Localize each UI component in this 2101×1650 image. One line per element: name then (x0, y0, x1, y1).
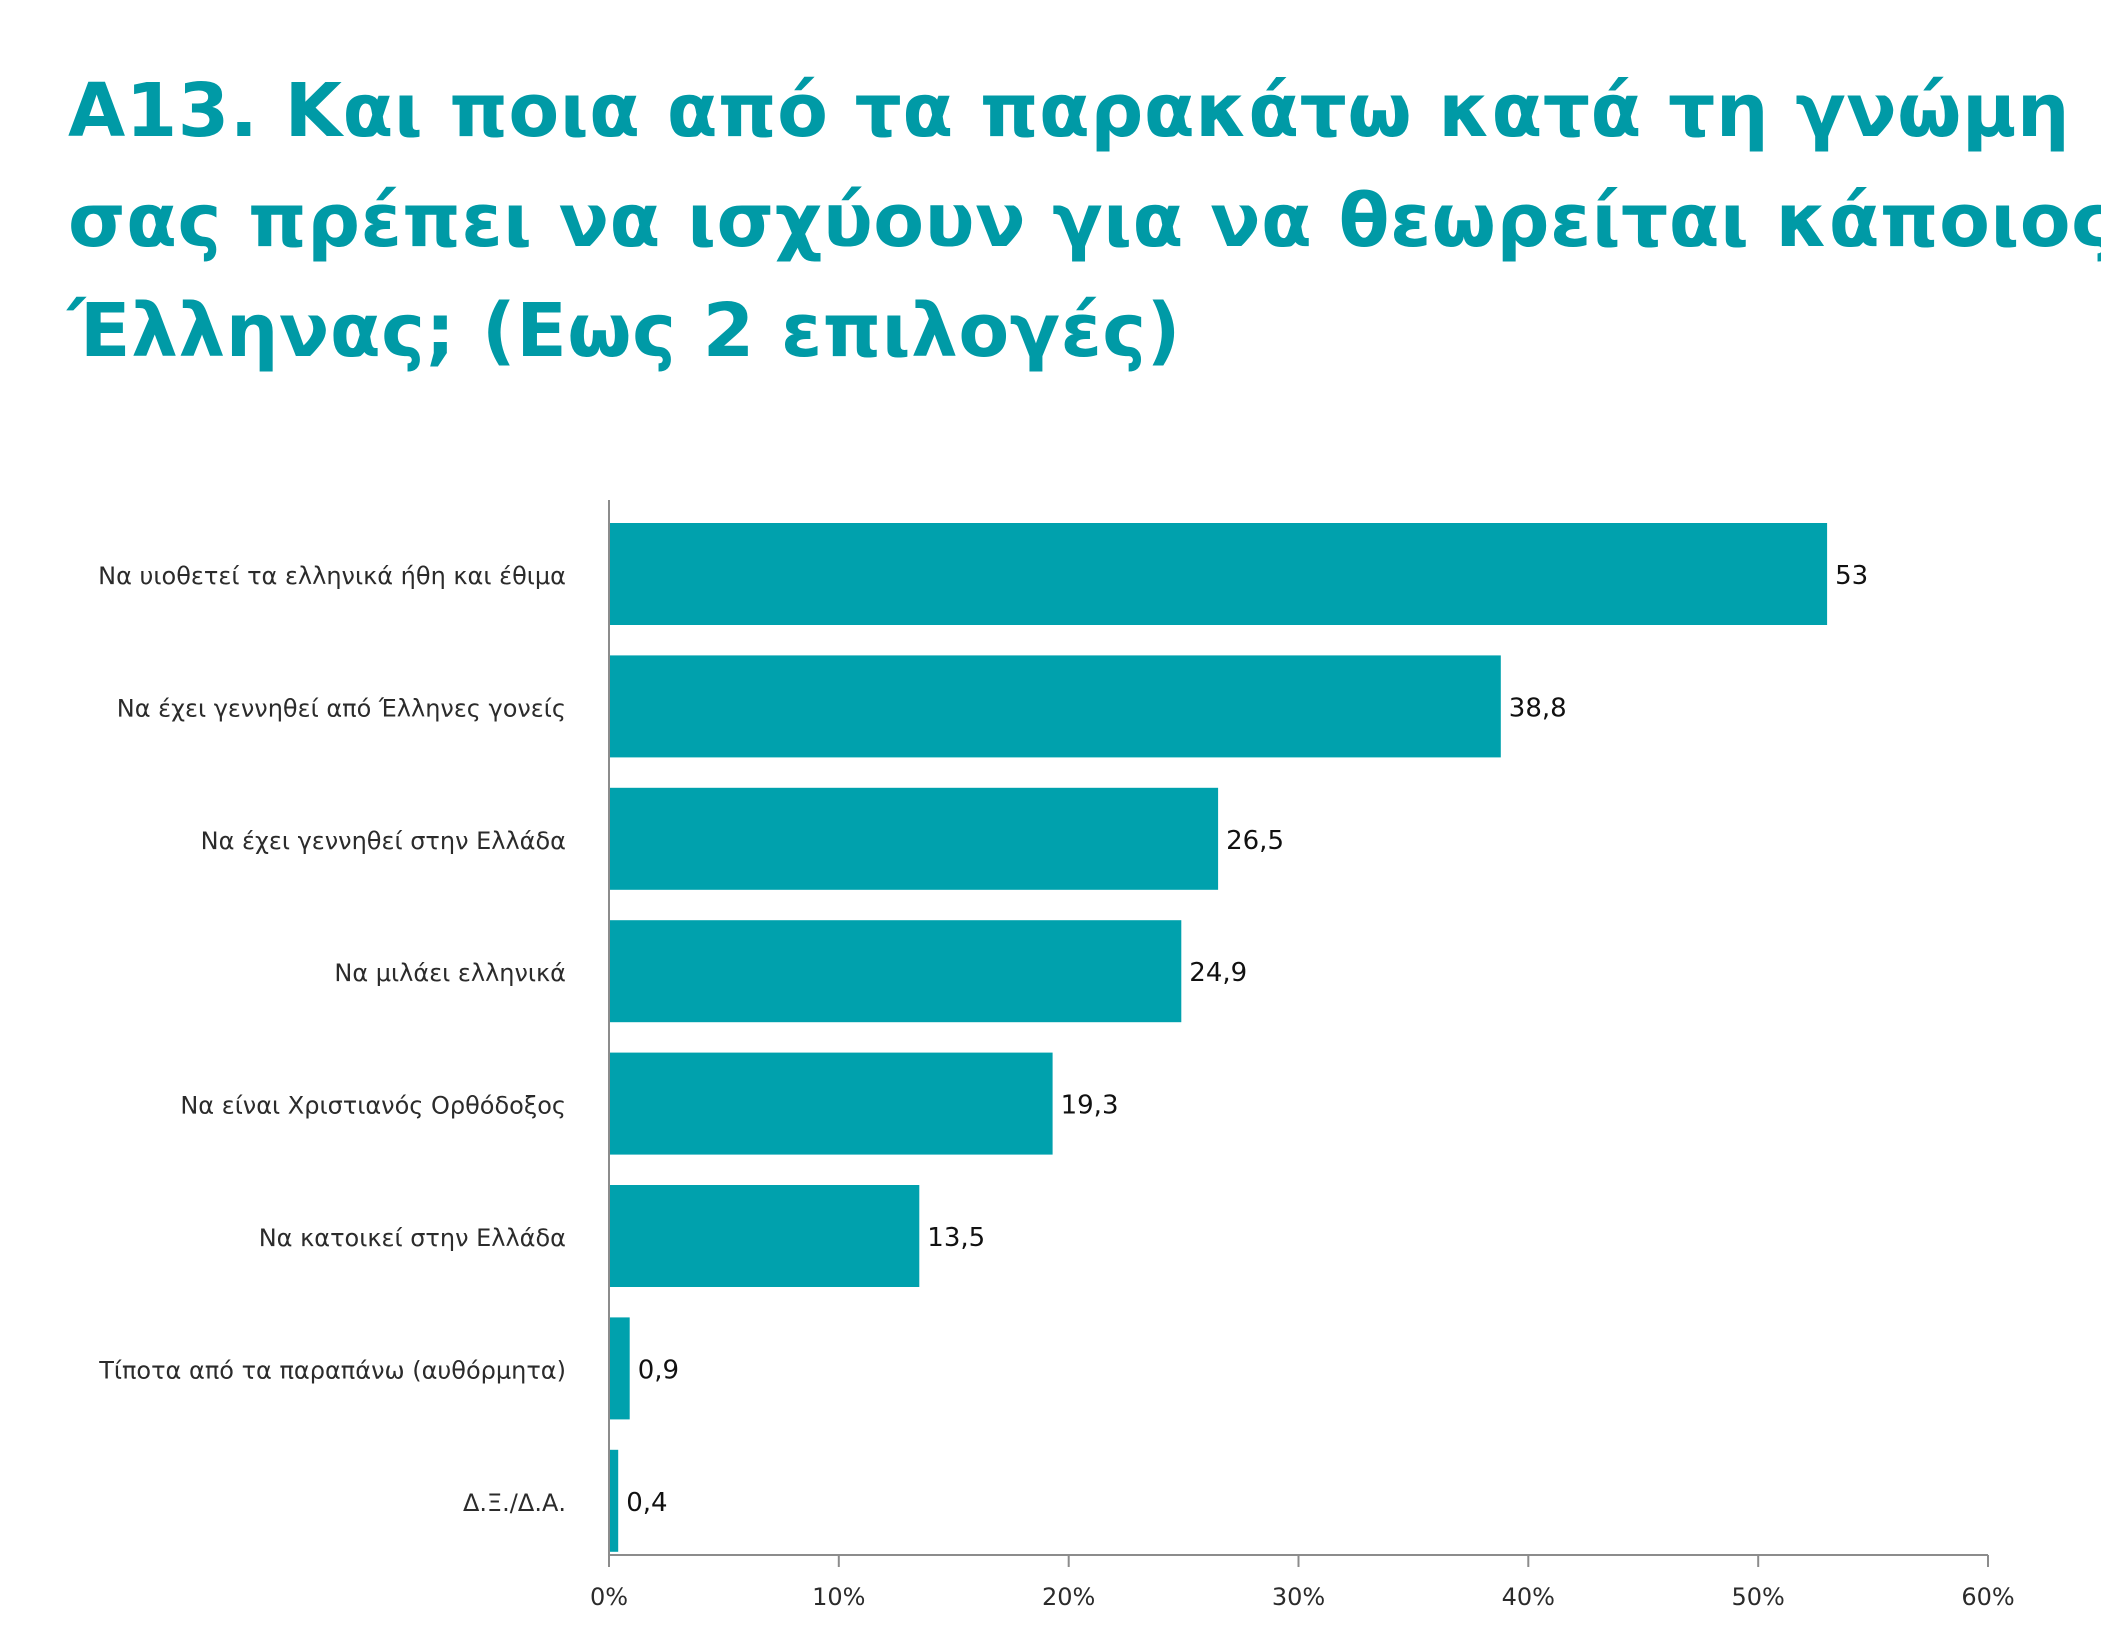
value-label-5: 19,3 (1061, 1091, 1119, 1121)
category-label-6: Να κατοικεί στην Ελλάδα (259, 1224, 566, 1252)
x-tick-label-40: 40% (1502, 1583, 1555, 1611)
x-axis: 0% 10% 20% 30% 40% 50% 60% (590, 500, 2015, 1611)
value-label-3: 26,5 (1226, 826, 1284, 856)
chart-title-line-1: Α13. Και ποια από τα παρακάτω κατά τη γν… (68, 68, 2071, 154)
bar-6 (610, 1185, 920, 1287)
value-label-2: 38,8 (1509, 693, 1567, 723)
value-label-1: 53 (1835, 561, 1868, 591)
bars-group (610, 523, 1828, 1552)
value-label-6: 13,5 (927, 1223, 985, 1253)
bar-3 (610, 787, 1219, 890)
x-tick-label-10: 10% (812, 1583, 865, 1611)
category-label-3: Να έχει γεννηθεί στην Ελλάδα (201, 827, 566, 855)
value-label-8: 0,4 (626, 1488, 667, 1518)
chart-title-line-3: Έλληνας; (Εως 2 επιλογές) (68, 288, 1181, 374)
category-label-4: Να μιλάει ελληνικά (334, 959, 566, 987)
category-label-8: Δ.Ξ./Δ.Α. (463, 1489, 566, 1517)
category-label-2: Να έχει γεννηθεί από Έλληνες γονείς (117, 694, 566, 722)
bar-8 (610, 1449, 619, 1552)
x-tick-label-60: 60% (1961, 1583, 2014, 1611)
bar-7 (610, 1317, 630, 1420)
bar-2 (610, 655, 1501, 758)
x-tick-label-0: 0% (590, 1583, 628, 1611)
value-label-4: 24,9 (1189, 958, 1247, 988)
category-label-1: Να υιοθετεί τα ελληνικά ήθη και έθιμα (98, 562, 566, 590)
chart-title: Α13. Και ποια από τα παρακάτω κατά τη γν… (68, 56, 2101, 386)
x-tick-label-20: 20% (1042, 1583, 1095, 1611)
bar-4 (610, 920, 1182, 1023)
bar-5 (610, 1052, 1053, 1155)
chart-title-line-2: σας πρέπει να ισχύουν για να θεωρείται κ… (68, 178, 2101, 264)
bar-1 (610, 523, 1828, 625)
category-labels: 53 Να υιοθετεί τα ελληνικά ήθη και έθιμα 3… (98, 561, 1868, 1518)
category-label-5: Να είναι Χριστιανός Ορθόδοξος (180, 1092, 566, 1120)
category-label-7: Τίποτα από τα παραπάνω (αυθόρμητα) (98, 1356, 566, 1384)
x-tick-label-50: 50% (1732, 1583, 1785, 1611)
value-label-7: 0,9 (638, 1355, 679, 1385)
x-tick-label-30: 30% (1272, 1583, 1325, 1611)
